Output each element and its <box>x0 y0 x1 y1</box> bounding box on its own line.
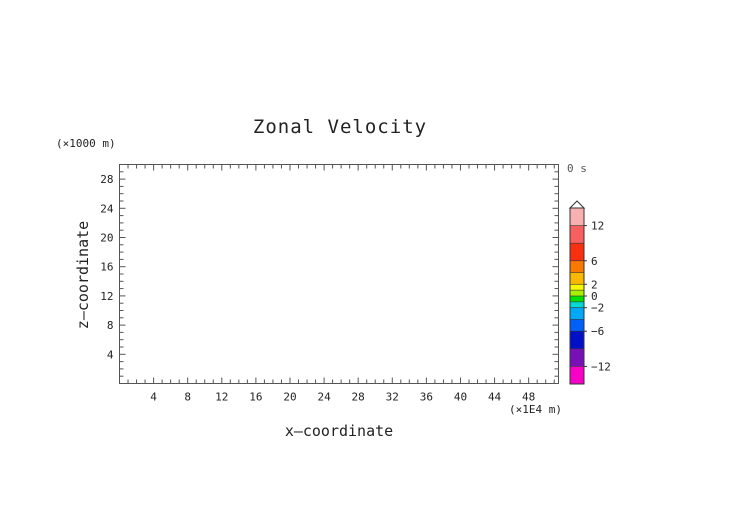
colorbar-extend-arrow <box>568 200 586 209</box>
colorbar-band <box>570 208 584 226</box>
y-tick-label: 4 <box>107 348 114 361</box>
y-tick-label: 28 <box>100 173 113 186</box>
colorbar-tick-label: 12 <box>591 220 604 233</box>
colorbar-band <box>570 348 584 367</box>
x-tick-label: 44 <box>488 391 502 404</box>
x-tick-label: 12 <box>215 391 228 404</box>
colorbar-band <box>570 296 584 302</box>
colorbar-band <box>570 307 584 320</box>
x-tick-label: 24 <box>317 391 331 404</box>
colorbar: 12 6 20−2 −6 −12 <box>568 200 611 385</box>
colorbar-tick-label: 0 <box>591 290 598 303</box>
x-unit-label: (×1E4 m) <box>509 403 562 416</box>
chart-title: Zonal Velocity <box>252 116 428 138</box>
y-unit-label: (×1000 m) <box>56 137 116 150</box>
x-tick-label: 40 <box>454 391 467 404</box>
y-tick-label: 12 <box>100 290 113 303</box>
colorbar-band <box>570 225 584 244</box>
x-tick-label: 28 <box>352 391 365 404</box>
colorbar-band <box>570 290 584 296</box>
colorbar-band <box>570 260 584 273</box>
x-tick-label: 32 <box>386 391 399 404</box>
plot-frame <box>119 164 559 384</box>
x-tick-label: 36 <box>420 391 433 404</box>
colorbar-band <box>570 284 584 291</box>
colorbar-band <box>570 301 584 308</box>
x-axis-label: x—coordinate <box>284 422 394 440</box>
x-axis: 4 8 12 16 20 24 28 32 36 40 44 48 <box>127 164 555 404</box>
colorbar-tick-label: 2 <box>591 278 598 291</box>
colorbar-tick-label: −12 <box>591 360 611 373</box>
colorbar-band <box>570 243 584 261</box>
x-tick-label: 4 <box>150 391 157 404</box>
colorbar-band <box>570 366 584 384</box>
y-tick-label: 16 <box>100 261 113 274</box>
colorbar-band <box>570 331 584 349</box>
y-tick-label: 20 <box>100 232 113 245</box>
colorbar-tick-label: −6 <box>591 325 604 338</box>
colorbar-tick-label: 6 <box>591 255 598 268</box>
x-tick-label: 8 <box>184 391 191 404</box>
y-tick-label: 8 <box>107 319 114 332</box>
x-tick-label: 16 <box>249 391 262 404</box>
time-label: 0 s <box>567 162 587 175</box>
colorbar-band <box>570 272 584 285</box>
x-tick-label: 20 <box>283 391 296 404</box>
y-tick-label: 24 <box>100 202 114 215</box>
y-axis: 4 8 12 16 20 24 28 <box>100 171 559 377</box>
colorbar-tick-label: −2 <box>591 302 604 315</box>
colorbar-band <box>570 319 584 332</box>
x-tick-label: 48 <box>522 391 535 404</box>
